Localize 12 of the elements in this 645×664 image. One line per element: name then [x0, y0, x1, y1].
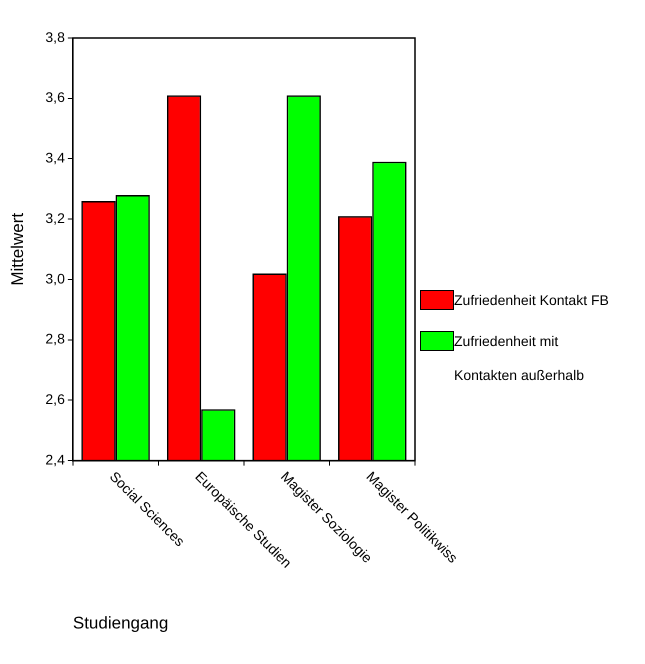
y-axis-title: Mittelwert — [8, 212, 27, 286]
y-tick-label: 2,4 — [45, 451, 66, 468]
x-axis-title: Studiengang — [72, 613, 168, 632]
y-tick-label: 2,8 — [45, 330, 66, 347]
y-tick-label: 3,2 — [45, 210, 66, 226]
legend-label: Zufriedenheit Kontakt FB — [454, 291, 610, 310]
y-tick-label: 3,8 — [45, 28, 66, 45]
y-tick-label: 3,0 — [45, 270, 66, 286]
y-tick-label: 3,4 — [45, 150, 66, 166]
y-tick-label: 2,6 — [45, 391, 66, 408]
text: Zufriedenheit mit Kontakten außerhalb — [454, 333, 584, 383]
y-tick-label: 3,6 — [45, 89, 66, 106]
